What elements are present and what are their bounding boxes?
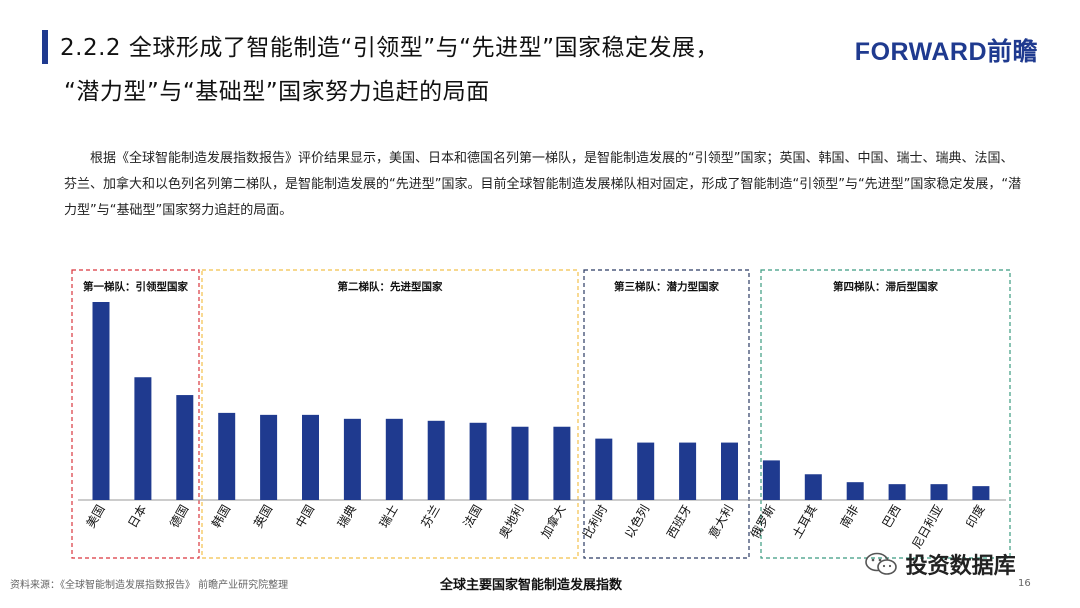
x-tick-label: 加拿大 <box>537 502 568 541</box>
bar <box>888 484 906 500</box>
bar <box>846 482 864 500</box>
wechat-watermark: 投资数据库 <box>864 548 1016 580</box>
bar <box>511 426 529 500</box>
page-number: 16 <box>1018 578 1031 589</box>
bar <box>469 422 487 500</box>
x-tick-label: 法国 <box>461 503 485 531</box>
bar <box>637 442 655 500</box>
x-tick-label: 南非 <box>837 502 862 530</box>
x-tick-label: 瑞士 <box>377 503 401 531</box>
x-tick-label: 英国 <box>251 503 275 531</box>
chart-caption: 全球主要国家智能制造发展指数 <box>440 578 623 593</box>
x-tick-label: 以色列 <box>622 503 652 541</box>
x-tick-label: 土耳其 <box>790 503 820 541</box>
bar <box>930 484 948 500</box>
bar <box>972 486 990 500</box>
x-tick-label: 巴西 <box>880 503 904 531</box>
tier-group-box <box>760 269 1011 559</box>
bar <box>721 442 738 500</box>
bar <box>762 460 780 500</box>
bar <box>302 414 319 500</box>
wechat-label: 投资数据库 <box>905 554 1016 579</box>
tier-group-label: 第一梯队：引领型国家 <box>83 280 188 293</box>
page-title-line1: 2.2.2 全球形成了智能制造“引领型”与“先进型”国家稳定发展， <box>60 35 719 61</box>
bar <box>427 420 445 500</box>
tier-group-label: 第三梯队：潜力型国家 <box>614 280 719 293</box>
bar <box>595 438 613 500</box>
tier-group-box <box>201 269 579 559</box>
bar <box>92 302 110 500</box>
tier-group-box <box>583 269 750 559</box>
bar <box>260 414 278 500</box>
bar <box>553 426 571 500</box>
x-tick-label: 瑞典 <box>335 503 359 531</box>
bar <box>218 412 236 500</box>
tier-group-label: 第四梯队：滞后型国家 <box>833 280 938 293</box>
x-tick-label: 日本 <box>125 503 149 531</box>
x-tick-label: 奥地利 <box>496 503 526 541</box>
bar <box>804 474 822 500</box>
x-tick-label: 芬兰 <box>419 503 443 531</box>
tier-group-box <box>71 269 200 559</box>
body-paragraph: 根据《全球智能制造发展指数报告》评价结果显示，美国、日本和德国名列第一梯队，是智… <box>64 151 1022 218</box>
title-accent-bar <box>42 30 48 64</box>
x-tick-label: 德国 <box>166 502 191 530</box>
bar <box>134 377 152 500</box>
tier-group-label: 第二梯队：先进型国家 <box>338 280 443 293</box>
bar <box>385 418 403 500</box>
x-tick-label: 中国 <box>292 502 317 530</box>
bar <box>679 442 697 500</box>
x-tick-label: 印度 <box>962 502 987 530</box>
page-title-line2: “潜力型”与“基础型”国家努力追赶的局面 <box>64 79 490 105</box>
bar <box>176 395 194 500</box>
source-note: 资料来源：《全球智能制造发展指数报告》 前瞻产业研究院整理 <box>10 580 289 591</box>
x-tick-label: 尼日利亚 <box>909 503 945 552</box>
forward-logo: FORWARD前瞻 <box>854 38 1038 66</box>
x-tick-label: 意大利 <box>705 502 736 541</box>
x-tick-label: 俄罗斯 <box>748 503 778 541</box>
bar <box>343 418 361 500</box>
x-tick-label: 比利时 <box>580 503 610 541</box>
x-tick-label: 美国 <box>83 503 107 531</box>
x-tick-label: 韩国 <box>208 502 233 530</box>
page-title: 2.2.2 全球形成了智能制造“引领型”与“先进型”国家稳定发展， “潜力型”与… <box>60 26 719 114</box>
wechat-icon <box>865 552 897 575</box>
x-tick-label: 西班牙 <box>664 503 694 541</box>
